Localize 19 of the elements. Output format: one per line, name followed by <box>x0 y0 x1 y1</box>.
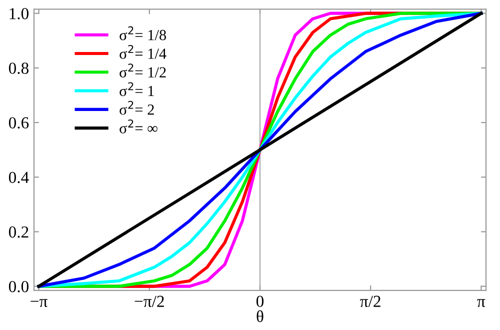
line-series <box>37 12 483 288</box>
legend-label: σ$^{2}$= 1/8 <box>120 26 166 40</box>
legend-label: σ$^{2}$= 1 <box>120 82 154 96</box>
y-tick-label: 0.8 <box>8 62 29 74</box>
x-tick-label: −π <box>30 299 48 307</box>
x-tick-label: −π/2 <box>134 296 164 307</box>
y-tick-label: 0.2 <box>8 226 28 238</box>
x-tick-label: 0 <box>256 296 264 307</box>
legend-label: σ$^{2}$= 1/2 <box>120 64 166 78</box>
y-tick-label: 0.6 <box>8 117 29 129</box>
x-tick-label: π/2 <box>360 296 380 307</box>
y-tick-label: 1.0 <box>10 8 29 20</box>
y-tick-label: 0.0 <box>8 281 29 292</box>
legend-label: σ$^{2}$= ∞ <box>120 120 158 134</box>
y-tick-label: 0.4 <box>8 172 29 184</box>
legend-label: σ$^{2}$= 2 <box>120 100 154 115</box>
legend-label: σ$^{2}$= 1/4 <box>120 44 166 59</box>
x-axis-title: θ <box>256 310 264 322</box>
x-tick-label: π <box>477 299 486 307</box>
